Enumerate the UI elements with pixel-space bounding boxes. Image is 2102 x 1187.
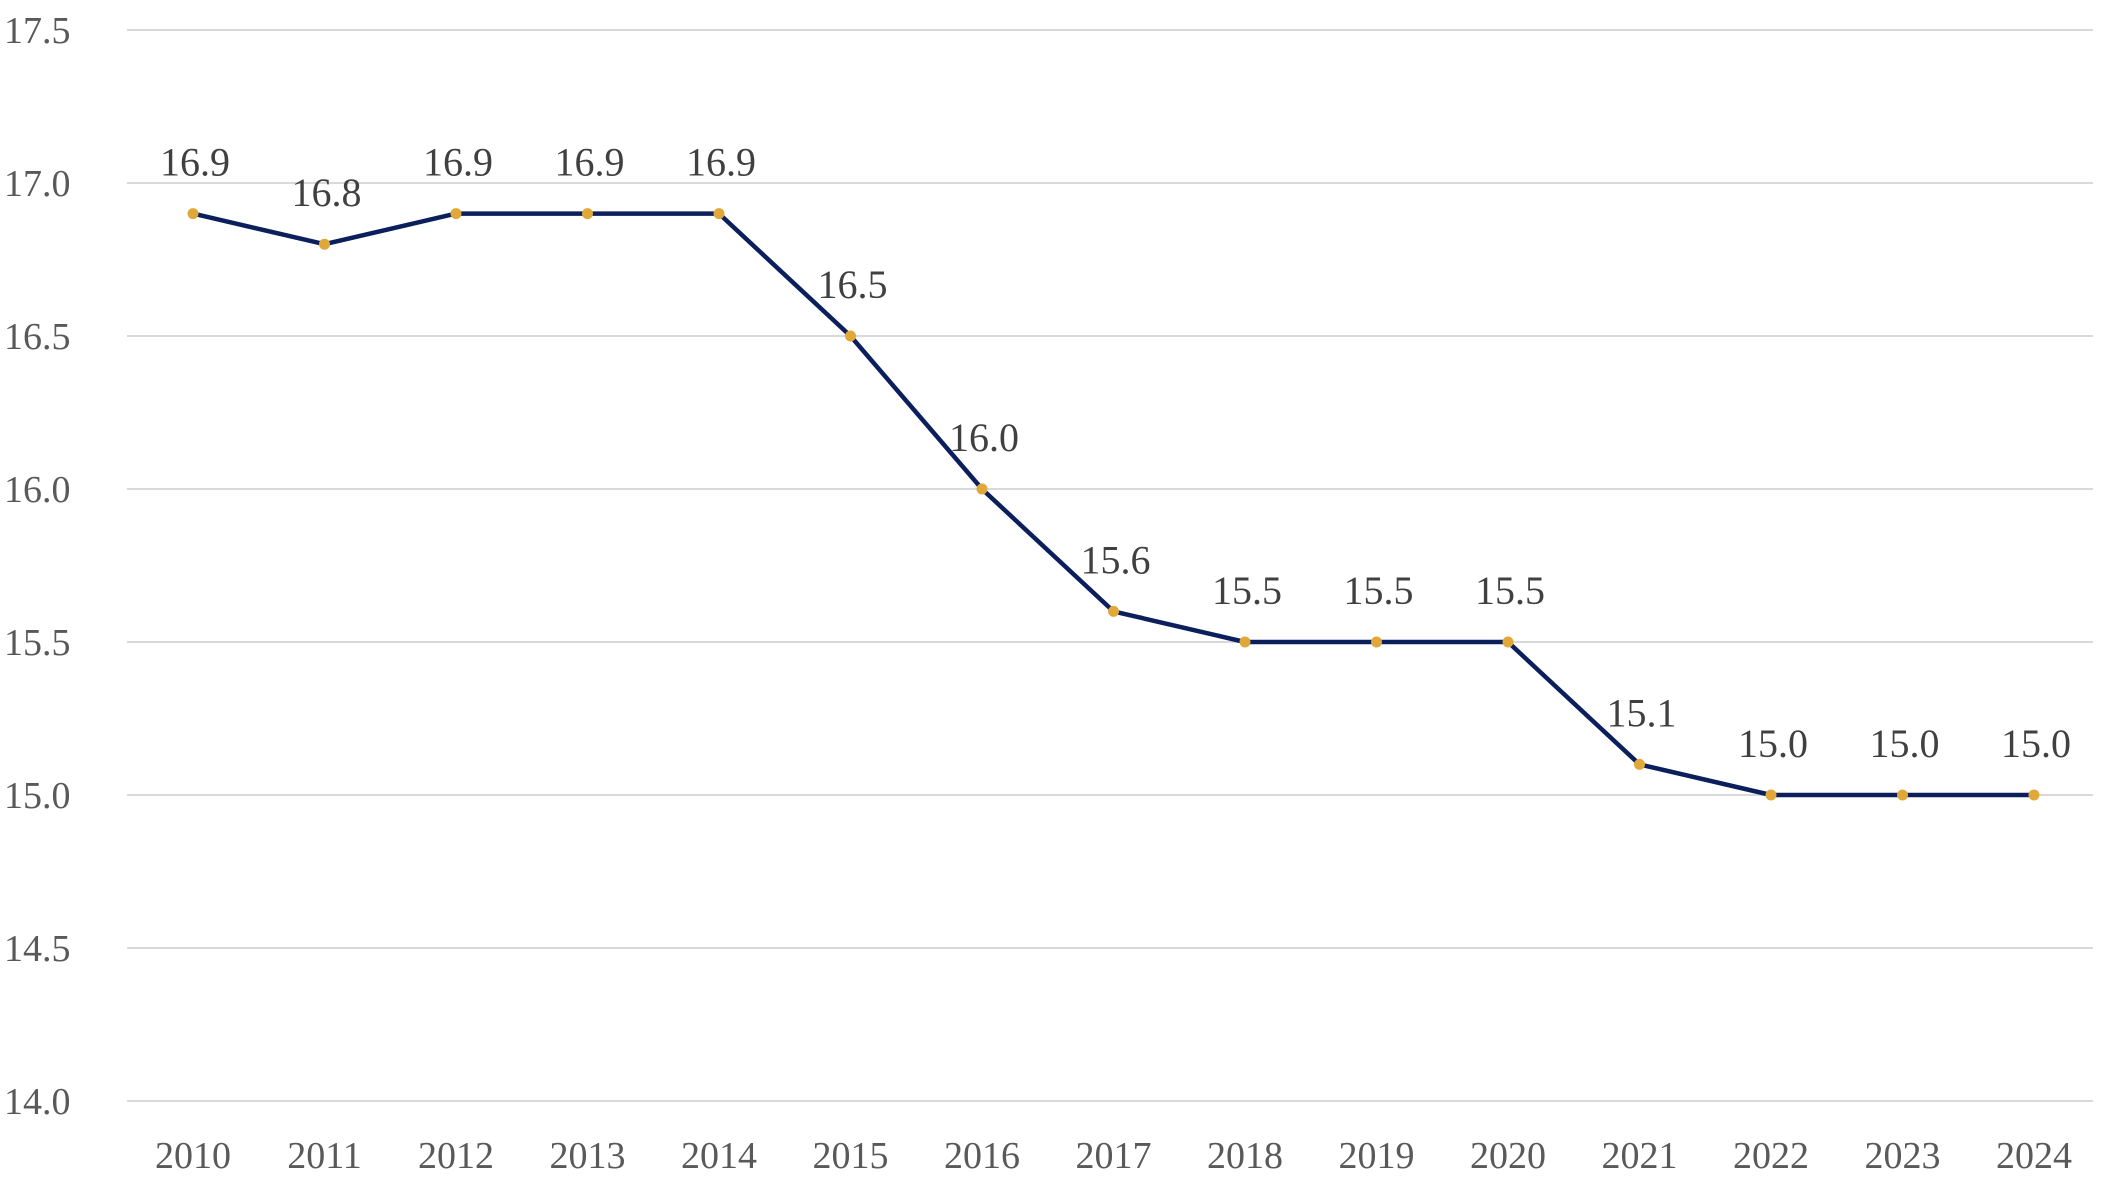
data-point-marker [582,208,593,220]
data-label: 15.0 [2001,721,2071,766]
data-label: 15.5 [1212,568,1282,613]
data-point-marker [450,208,462,220]
data-label: 15.5 [1344,568,1414,613]
y-tick-label: 15.0 [4,775,71,817]
x-tick-label: 2012 [418,1135,494,1177]
x-tick-label: 2019 [1339,1135,1415,1177]
series-line [190,211,2037,798]
y-tick-label: 14.0 [4,1081,71,1123]
x-tick-label: 2015 [813,1135,889,1177]
x-tick-label: 2014 [681,1135,757,1177]
y-tick-label: 16.5 [4,316,71,358]
data-label: 16.9 [555,140,625,185]
data-point-marker [1108,605,1119,617]
data-label: 15.6 [1081,537,1151,582]
data-label: 15.0 [1738,721,1808,766]
data-point-marker [319,238,330,250]
x-tick-label: 2023 [1865,1135,1941,1177]
data-label: 16.5 [818,262,888,307]
x-tick-label: 2021 [1602,1135,1678,1177]
x-tick-label: 2017 [1076,1135,1152,1177]
data-point-marker [1239,636,1251,648]
x-tick-label: 2011 [287,1135,362,1177]
y-tick-label: 16.0 [4,469,71,511]
y-tick-label: 17.5 [4,10,71,52]
data-label: 16.8 [292,170,362,215]
x-tick-label: 2016 [944,1135,1020,1177]
data-point-marker [2028,789,2040,801]
x-axis-labels: 2010 2011 2012 2013 2014 2015 2016 2017 2018 2019… [155,1135,2072,1177]
data-point-marker [1634,758,1645,770]
data-label: 16.9 [423,140,493,185]
data-label: 15.5 [1475,568,1545,613]
grid-layer [127,29,2093,1102]
data-label: 16.9 [686,140,756,185]
data-point-marker [845,330,856,342]
y-tick-label: 14.5 [4,928,71,970]
data-label: 15.0 [1870,721,1940,766]
y-axis-labels: 17.5 17.0 16.5 16.0 15.5 15.0 14.5 14.0 [4,10,71,1123]
marker-layer [187,208,2040,801]
x-tick-label: 2024 [1996,1135,2072,1177]
data-point-marker [1897,789,1908,801]
data-point-marker [1765,789,1777,801]
x-tick-label: 2022 [1733,1135,1809,1177]
x-tick-label: 2010 [155,1135,231,1177]
data-point-marker [976,483,988,495]
y-tick-label: 15.5 [4,622,71,664]
x-tick-label: 2020 [1470,1135,1546,1177]
data-label: 16.9 [160,140,230,185]
data-point-marker [1371,636,1382,648]
data-point-marker [187,208,199,220]
data-label: 16.0 [949,415,1019,460]
x-tick-label: 2013 [550,1135,626,1177]
data-point-marker [1502,636,1514,648]
data-point-marker [713,208,725,220]
y-tick-label: 17.0 [4,163,71,205]
data-label-layer: 16.9 16.8 16.9 16.9 16.9 16.5 16.0 15.6 15.5 15.5… [160,140,2071,766]
x-tick-label: 2018 [1207,1135,1283,1177]
data-label: 15.1 [1607,690,1677,735]
series-line-layer [190,211,2037,798]
